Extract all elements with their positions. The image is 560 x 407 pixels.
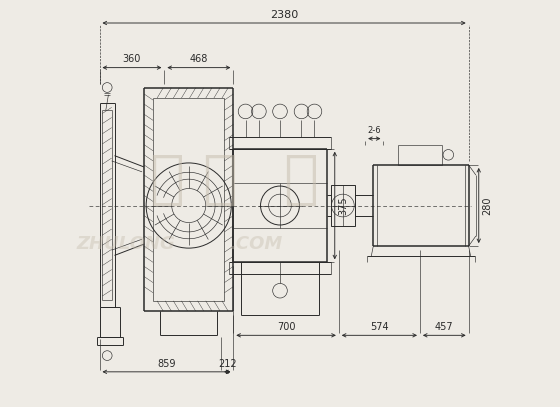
Text: 筑: 筑 — [149, 151, 184, 208]
Text: 360: 360 — [123, 55, 141, 64]
Bar — [331, 185, 355, 226]
Text: 859: 859 — [157, 359, 176, 369]
Text: 574: 574 — [370, 322, 389, 332]
Text: ZHULONG: ZHULONG — [77, 235, 175, 253]
Text: 375: 375 — [338, 196, 348, 215]
Text: 龙: 龙 — [202, 151, 237, 208]
Text: 700: 700 — [277, 322, 295, 332]
Text: 2380: 2380 — [270, 10, 298, 20]
Text: 457: 457 — [435, 322, 454, 332]
Text: 網: 網 — [283, 151, 318, 208]
Text: 212: 212 — [218, 359, 236, 369]
Text: 2-6: 2-6 — [367, 126, 381, 136]
Text: 280: 280 — [482, 196, 492, 215]
Text: .COM: .COM — [229, 235, 282, 253]
Text: 468: 468 — [190, 55, 208, 64]
